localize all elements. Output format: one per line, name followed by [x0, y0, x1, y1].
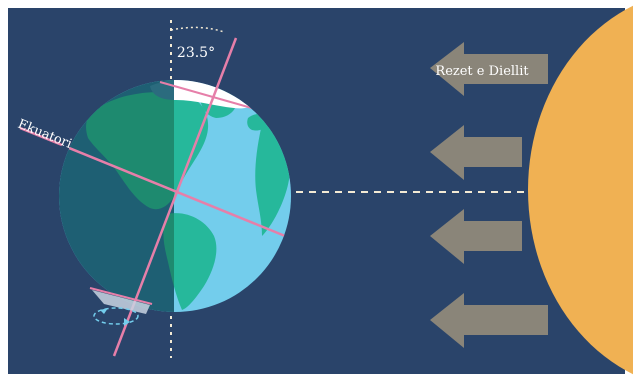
tilt-angle-label: 23.5°	[177, 45, 215, 61]
sun-rays-label: Rezet e Diellit	[435, 64, 529, 79]
